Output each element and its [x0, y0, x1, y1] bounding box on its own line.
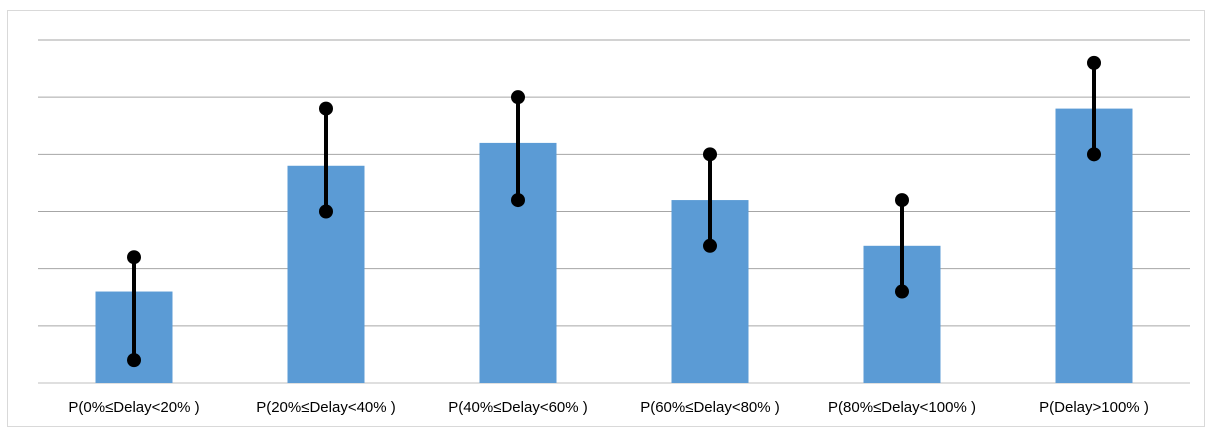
- gridlines: [38, 39, 1190, 384]
- chart-area: P(0%≤Delay<20% ) P(20%≤Delay<40% ) P(40%≤D…: [7, 10, 1205, 427]
- range-low-point: [1087, 147, 1101, 162]
- x-tick-label: P(0%≤Delay<20% ): [68, 399, 199, 416]
- bars: [95, 108, 1133, 383]
- range-high-point: [127, 250, 141, 265]
- x-tick-label: P(60%≤Delay<80% ): [640, 399, 780, 416]
- range-low-point: [511, 193, 525, 208]
- x-tick-label: P(40%≤Delay<60% ): [448, 399, 588, 416]
- range-high-point: [703, 147, 717, 162]
- range-low-point: [127, 353, 141, 368]
- bar-chart: P(0%≤Delay<20% ) P(20%≤Delay<40% ) P(40%≤D…: [38, 39, 1190, 416]
- range-low-point: [319, 204, 333, 219]
- range-markers: [127, 55, 1101, 368]
- x-tick-label: P(80%≤Delay<100% ): [828, 399, 976, 416]
- range-low-point: [895, 284, 909, 299]
- range-low-point: [703, 238, 717, 253]
- x-axis-labels: P(0%≤Delay<20% ) P(20%≤Delay<40% ) P(40%≤D…: [68, 399, 1148, 416]
- range-high-point: [319, 101, 333, 116]
- range-high-point: [511, 90, 525, 105]
- x-tick-label: P(20%≤Delay<40% ): [256, 399, 396, 416]
- range-high-point: [895, 193, 909, 208]
- x-tick-label: P(Delay>100% ): [1039, 399, 1149, 416]
- range-high-point: [1087, 55, 1101, 70]
